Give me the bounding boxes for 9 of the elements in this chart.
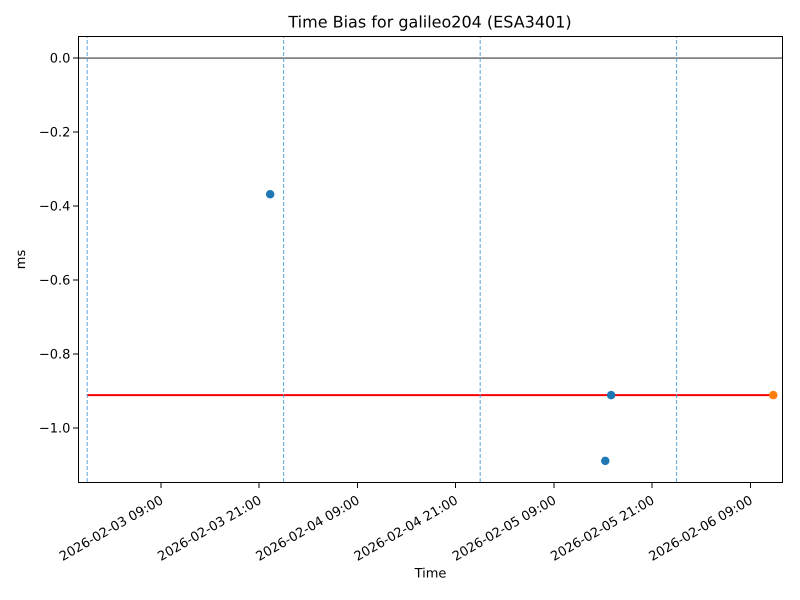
x-axis-title: Time	[414, 566, 446, 582]
y-tick-label: 0.0	[50, 52, 70, 67]
y-tick-label: −0.4	[38, 200, 70, 215]
y-tick-label: −1.0	[38, 422, 70, 437]
y-tick-label: −0.6	[38, 274, 70, 289]
y-axis-title: ms	[14, 250, 29, 270]
y-tick-label: −0.2	[38, 126, 70, 141]
chart-title: Time Bias for galileo204 (ESA3401)	[287, 12, 572, 32]
y-tick-label: −0.8	[38, 348, 70, 363]
